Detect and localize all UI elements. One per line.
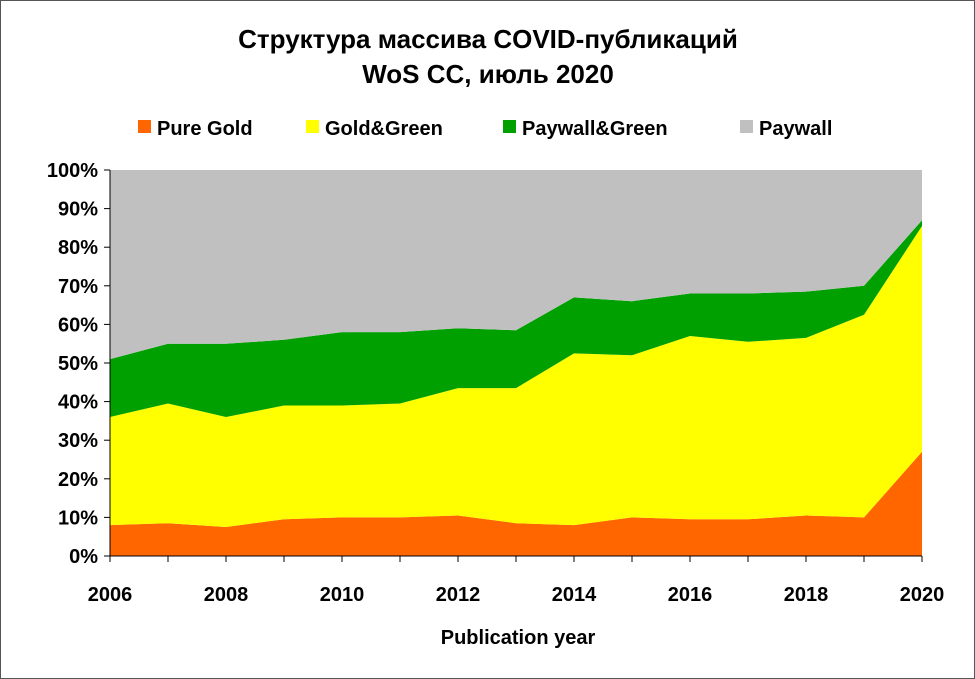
- y-tick-label: 30%: [58, 430, 98, 452]
- legend: Pure Gold Gold&Green Paywall&Green Paywall: [138, 118, 832, 140]
- y-tick-label: 10%: [58, 507, 98, 529]
- x-tick-label: 2006: [88, 584, 133, 606]
- legend-swatch: [503, 120, 516, 133]
- legend-item-gold-green: Gold&Green: [306, 118, 443, 140]
- x-tick-label: 2008: [204, 584, 249, 606]
- legend-item-paywall-green: Paywall&Green: [503, 118, 668, 140]
- y-tick-label: 80%: [58, 237, 98, 259]
- chart-subtitle: WoS CC, июль 2020: [362, 59, 614, 89]
- legend-label: Pure Gold: [157, 118, 253, 140]
- area-paywall-green: [110, 220, 922, 417]
- legend-item-paywall: Paywall: [740, 118, 832, 140]
- y-tick-label: 70%: [58, 276, 98, 298]
- legend-swatch: [138, 120, 151, 133]
- plot-area: [110, 170, 922, 556]
- y-tick-label: 60%: [58, 314, 98, 336]
- y-tick-label: 40%: [58, 392, 98, 414]
- y-tick-label: 100%: [47, 160, 98, 182]
- legend-label: Paywall: [759, 118, 832, 140]
- y-tick-label: 0%: [69, 546, 98, 568]
- x-tick-label: 2012: [436, 584, 481, 606]
- legend-swatch: [740, 120, 753, 133]
- x-tick-label: 2018: [784, 584, 829, 606]
- legend-label: Paywall&Green: [522, 118, 668, 140]
- y-tick-label: 20%: [58, 469, 98, 491]
- legend-swatch: [306, 120, 319, 133]
- x-tick-label: 2020: [900, 584, 945, 606]
- y-tick-label: 90%: [58, 199, 98, 221]
- legend-label: Gold&Green: [325, 118, 443, 140]
- x-tick-label: 2010: [320, 584, 365, 606]
- area-paywall: [110, 170, 922, 360]
- y-tick-label: 50%: [58, 353, 98, 375]
- area-gold-green: [110, 226, 922, 527]
- x-axis-title: Publication year: [441, 627, 596, 649]
- area-pure-gold: [110, 451, 922, 556]
- axes: 0% 10% 20% 30% 40% 50% 60% 70% 80% 90% 100% 2006 200…: [47, 160, 944, 606]
- x-tick-label: 2014: [552, 584, 597, 606]
- chart-title: Структура массива COVID-публикаций: [238, 24, 738, 54]
- legend-item-pure-gold: Pure Gold: [138, 118, 253, 140]
- x-tick-label: 2016: [668, 584, 713, 606]
